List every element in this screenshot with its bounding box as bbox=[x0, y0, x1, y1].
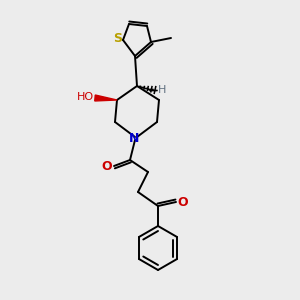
Text: N: N bbox=[129, 133, 139, 146]
Text: H: H bbox=[158, 85, 166, 95]
Text: O: O bbox=[102, 160, 112, 173]
Text: O: O bbox=[178, 196, 188, 208]
Text: S: S bbox=[113, 32, 122, 46]
Text: HO: HO bbox=[76, 92, 94, 102]
Polygon shape bbox=[95, 95, 117, 101]
